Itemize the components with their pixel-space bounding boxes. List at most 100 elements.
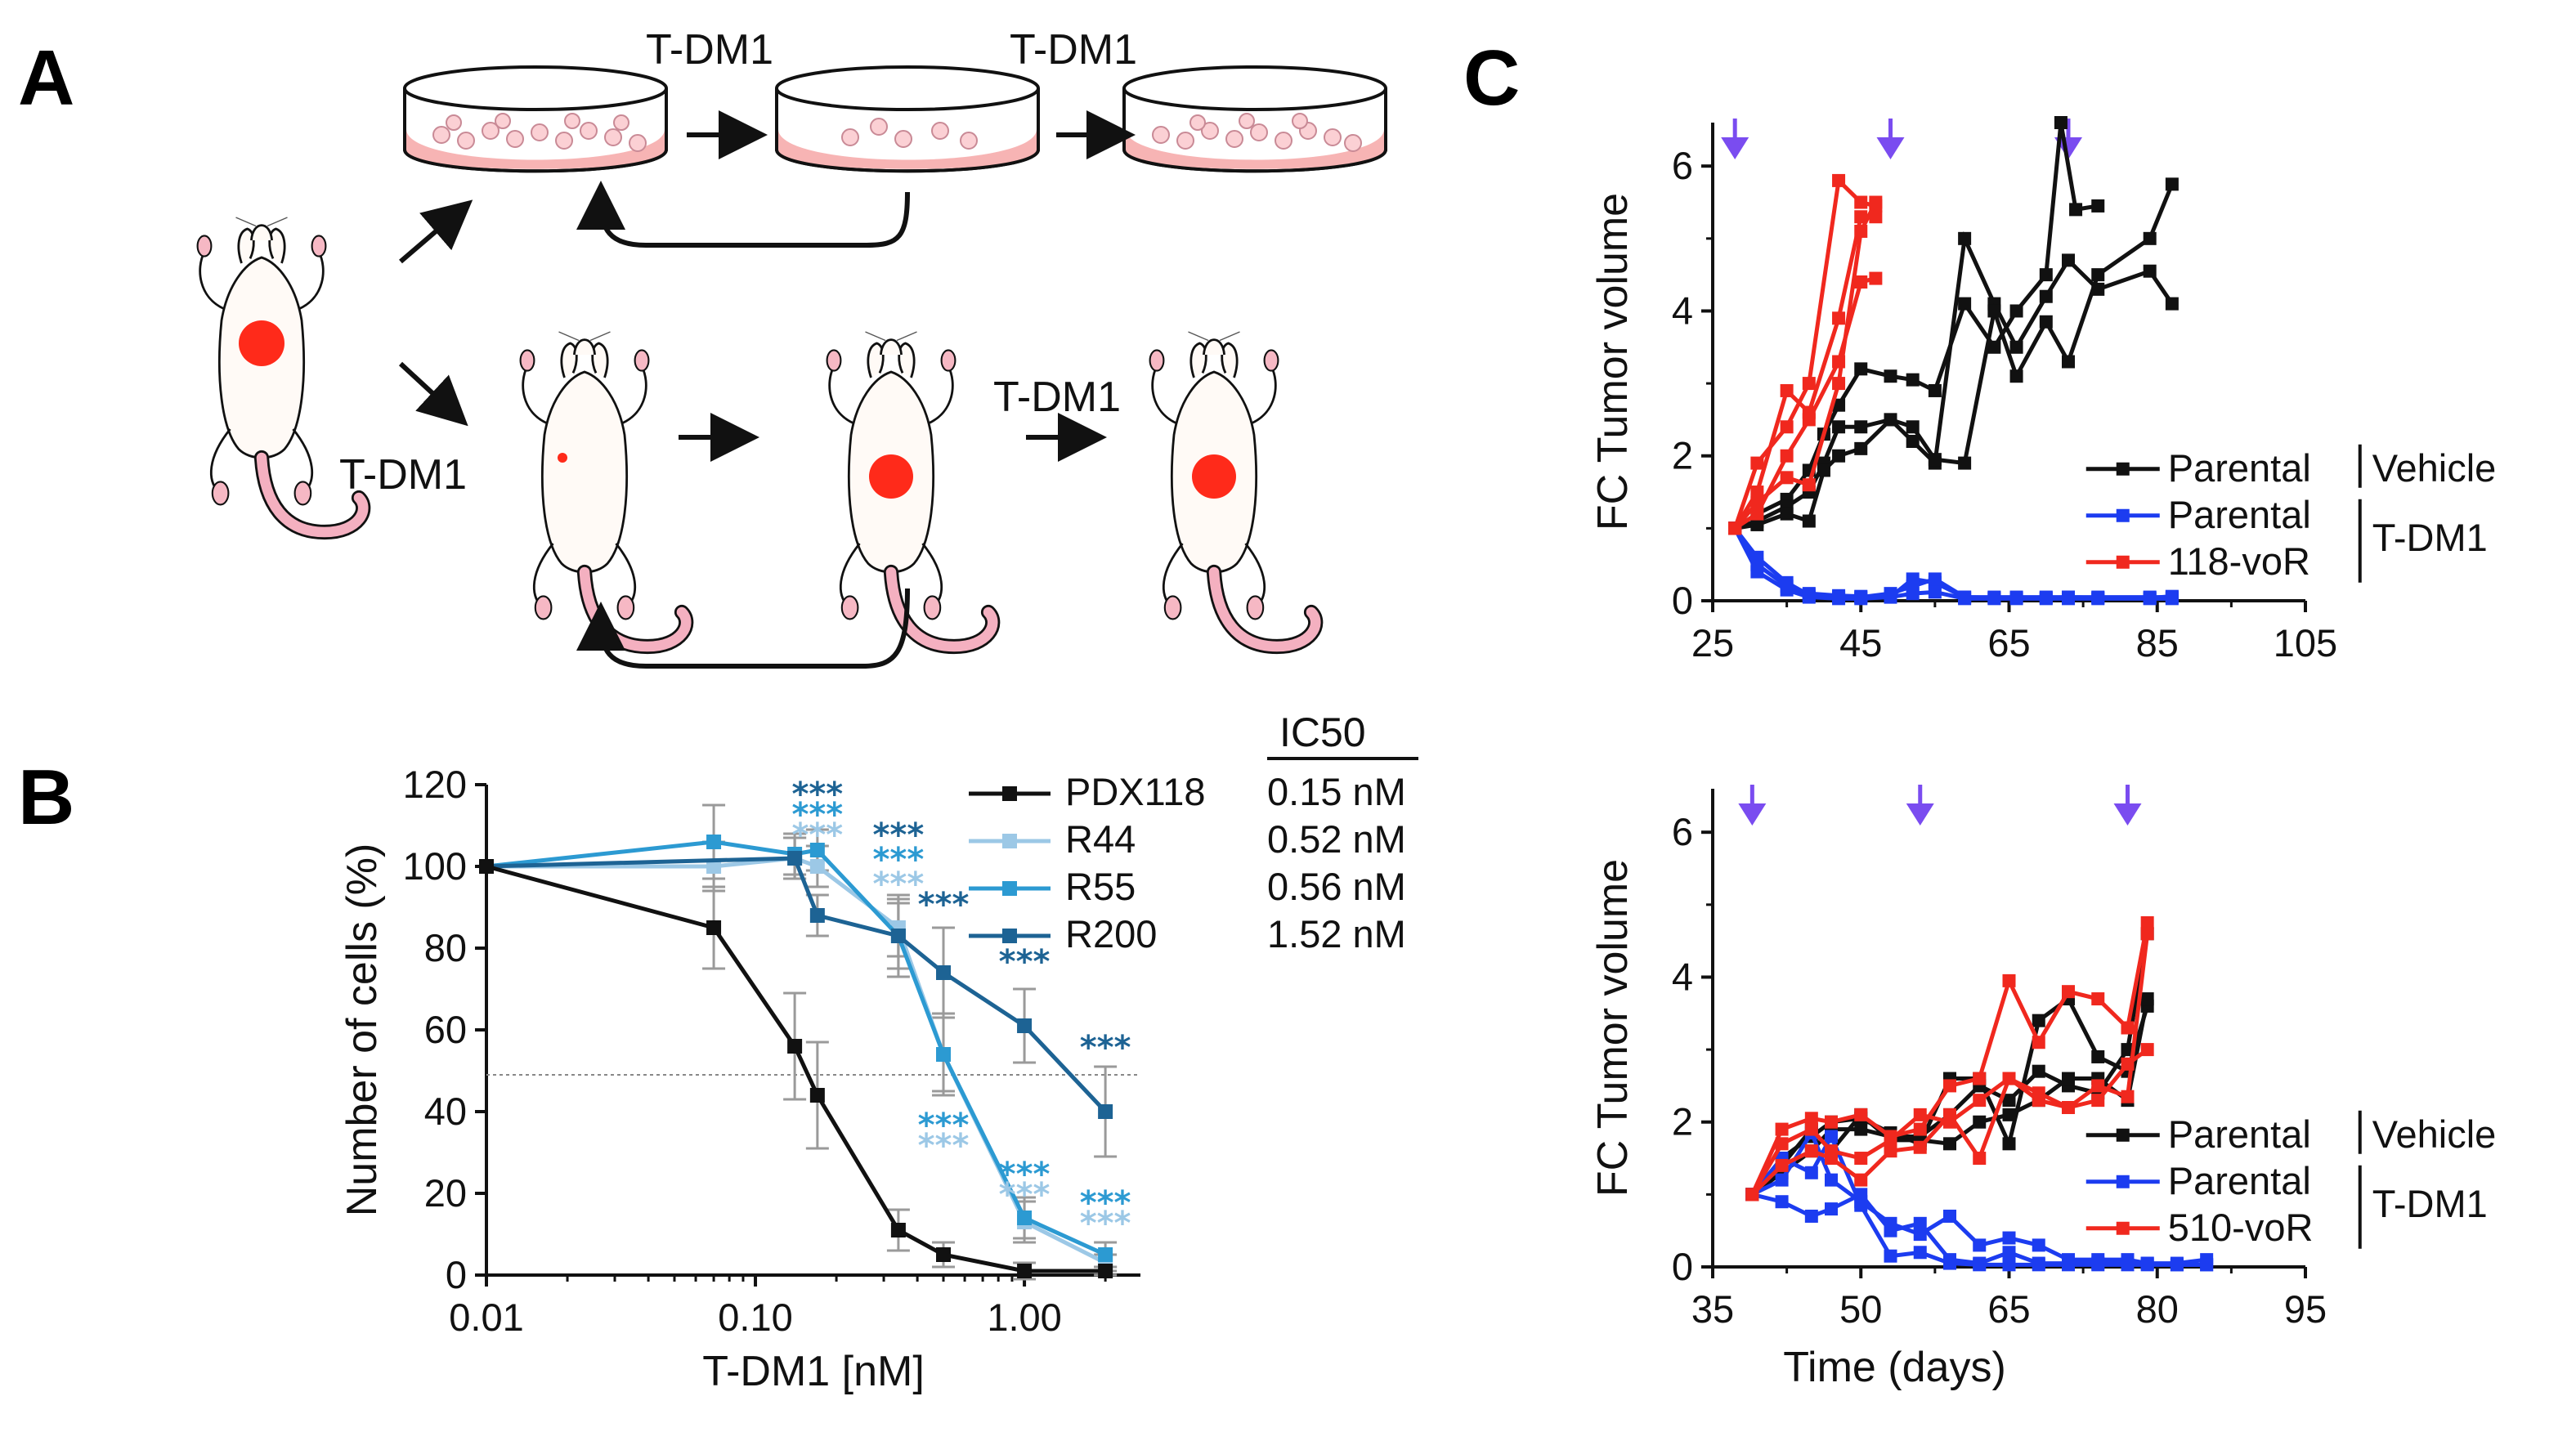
arrow-dish-loop	[576, 181, 910, 248]
b-data-point-r44	[706, 859, 722, 874]
c-bottom-data-point	[2032, 1094, 2045, 1108]
c-bottom-data-point	[1745, 1188, 1759, 1202]
c-top-data-point	[1832, 311, 1846, 325]
c-top-data-point	[1869, 271, 1883, 285]
c-bottom-data-point	[1913, 1216, 1927, 1230]
arrow-mouse-loop	[576, 588, 910, 669]
b-data-point-pdx118	[809, 1088, 825, 1103]
b-legend-marker	[1002, 786, 1017, 801]
c-bottom-legend-label: Parental	[2168, 1159, 2311, 1202]
c-top-data-point	[1832, 420, 1846, 434]
c-bottom-data-point	[1804, 1209, 1818, 1223]
c-bottom-data-point	[1943, 1108, 1956, 1121]
c-top-data-point	[2039, 289, 2053, 303]
c-bottom-data-point	[1804, 1122, 1818, 1136]
b-legend-marker	[1002, 929, 1017, 943]
c-top-data-point	[1832, 173, 1846, 187]
c-top-data-point	[1802, 590, 1816, 604]
c-top-y-tick-label: 6	[1672, 144, 1693, 187]
c-top-y-tick-label: 2	[1672, 434, 1693, 477]
chart-b: 0 20 40 60 80 100 120 0.01 0.10 1.00 T-DM1 [nM] Num…	[338, 763, 1406, 1395]
c-top-data-point	[1802, 377, 1816, 391]
c-bottom-data-point	[1913, 1140, 1927, 1154]
c-bottom-x-tick-label: 50	[1839, 1287, 1882, 1331]
b-significance-stars: ***	[999, 943, 1051, 981]
c-bottom-data-point	[1775, 1137, 1789, 1151]
c-bottom-data-point	[1804, 1112, 1818, 1126]
c-top-data-point	[2165, 592, 2179, 606]
c-top-data-point	[1987, 304, 2001, 318]
c-bottom-data-point	[2121, 1258, 2135, 1272]
b-y-axis-title: Number of cells (%)	[338, 844, 386, 1217]
c-bottom-data-point	[2032, 1064, 2045, 1078]
ic50-header: IC50	[1279, 709, 1366, 755]
c-top-data-point	[1854, 441, 1868, 455]
c-top-data-point	[1884, 369, 1897, 383]
c-top-data-point	[1854, 224, 1868, 238]
c-top-data-point	[1884, 413, 1897, 427]
b-data-point-r55	[936, 1047, 952, 1062]
c-bottom-data-point	[2002, 1108, 2016, 1121]
c-top-legend-group-tdm1: T-DM1	[2372, 516, 2488, 559]
c-bottom-data-point	[1775, 1173, 1789, 1187]
c-top-data-point	[2091, 268, 2105, 282]
b-significance-stars: ***	[791, 817, 843, 854]
tumor-donor	[239, 320, 284, 366]
c-top-data-point	[1928, 453, 1942, 467]
c-bottom-data-point	[2091, 1079, 2105, 1093]
c-bottom-data-point	[1973, 1258, 1987, 1272]
c-top-data-point	[2039, 592, 2053, 606]
c-bottom-data-point	[1775, 1122, 1789, 1136]
c-top-data-point	[1928, 572, 1942, 586]
b-legend-label-r44: R44	[1065, 817, 1136, 861]
c-bottom-data-point	[2140, 1043, 2154, 1057]
c-bottom-data-point	[2140, 1258, 2154, 1272]
c-bottom-series-line	[1750, 996, 2150, 1196]
b-data-point-r200	[809, 908, 825, 923]
c-bottom-data-point	[2032, 1238, 2045, 1252]
arrow-to-mouse	[398, 361, 468, 427]
c-bottom-data-point	[1854, 1152, 1868, 1166]
c-top-legend-group-vehicle: Vehicle	[2372, 446, 2497, 490]
b-legend-marker	[1002, 881, 1017, 896]
b-significance-stars: ***	[873, 841, 925, 879]
c-top-data-point	[1854, 195, 1868, 209]
b-data-point-r200	[787, 851, 803, 866]
c-top-legend-label: Parental	[2168, 493, 2311, 536]
c-bottom-data-point	[1854, 1108, 1868, 1121]
c-bottom-legend-marker	[2116, 1175, 2130, 1188]
b-ic50-value-r44: 0.52 nM	[1267, 817, 1406, 861]
b-data-point-pdx118	[706, 920, 722, 935]
c-bottom-data-point	[2140, 992, 2154, 1006]
c-top-legend-label: Parental	[2168, 446, 2311, 490]
c-bottom-data-point	[1943, 1256, 1956, 1270]
b-significance-stars: ***	[918, 1107, 970, 1144]
c-bottom-data-point	[1973, 1094, 1987, 1108]
b-significance-stars: ***	[1080, 1205, 1131, 1242]
c-top-data-point	[2009, 340, 2023, 354]
c-top-x-tick-label: 105	[2274, 621, 2337, 665]
c-top-data-point	[1750, 456, 1764, 470]
c-top-data-point	[1832, 592, 1846, 606]
c-top-data-point	[1750, 486, 1764, 499]
c-bottom-data-point	[2032, 1014, 2045, 1027]
c-bottom-data-point	[2032, 1036, 2045, 1049]
b-series-line-pdx118	[486, 864, 1106, 1273]
c-bottom-data-point	[2062, 1072, 2075, 1085]
c-bottom-x-tick-label: 65	[1987, 1287, 2030, 1331]
c-top-data-point	[1854, 210, 1868, 224]
b-x-axis-title: T-DM1 [nM]	[702, 1348, 925, 1395]
b-significance-stars: ***	[873, 866, 925, 903]
c-bottom-data-point	[1913, 1246, 1927, 1260]
c-bottom-data-point	[1913, 1108, 1927, 1121]
panel-b-label: B	[18, 754, 74, 841]
c-top-data-point	[2039, 268, 2053, 282]
b-series-line-r55	[486, 839, 1107, 1257]
c-top-data-point	[1958, 231, 1972, 245]
c-bottom-data-point	[2032, 1258, 2045, 1272]
c-top-x-tick-label: 65	[1987, 621, 2030, 665]
c-bottom-legend-label: Parental	[2168, 1112, 2311, 1156]
mouse-relapse	[827, 332, 993, 647]
panel-a-label: A	[18, 34, 74, 122]
c-top-data-point	[2091, 592, 2105, 606]
